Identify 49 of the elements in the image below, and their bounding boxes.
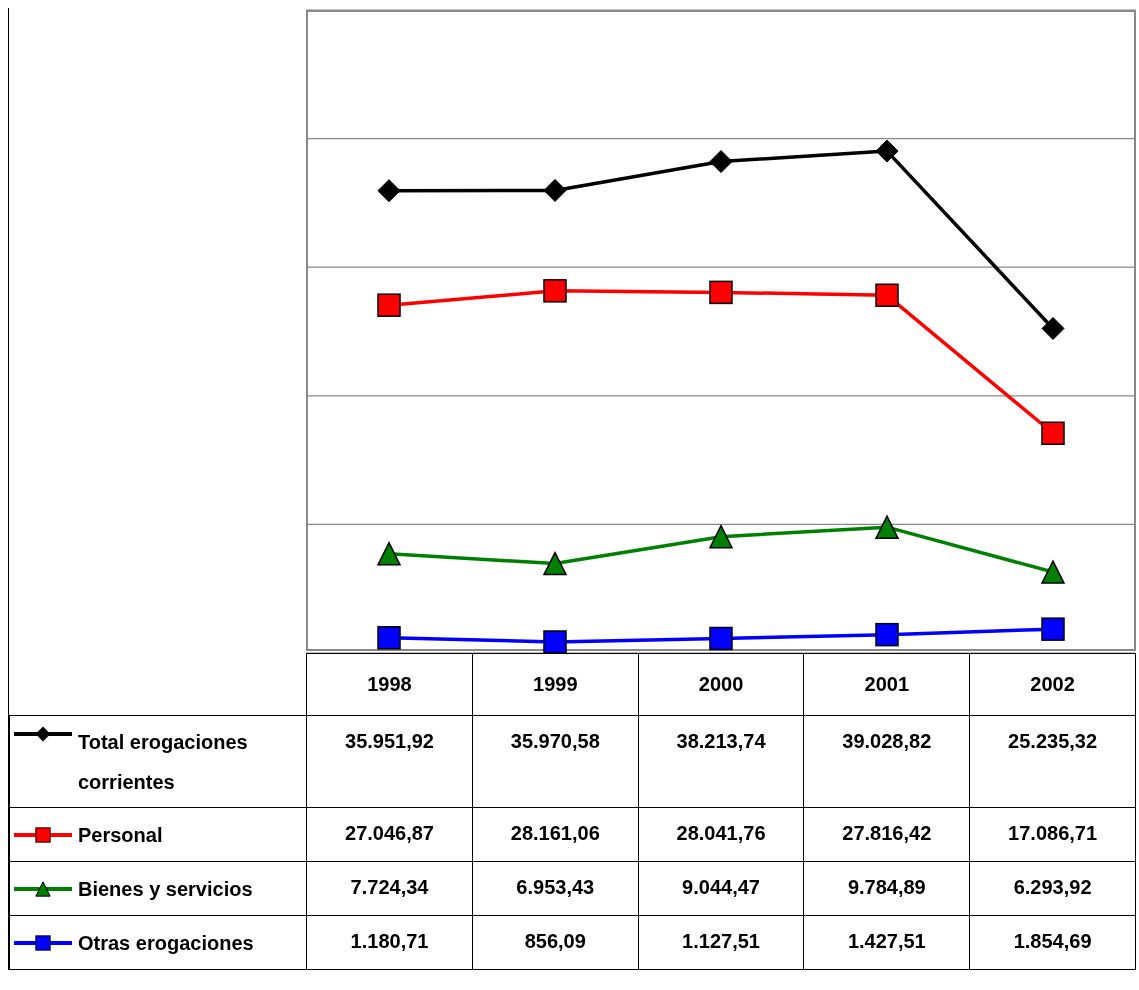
point [709, 524, 733, 549]
point [1041, 560, 1065, 584]
point [709, 280, 733, 305]
point [543, 630, 567, 653]
x-tick-label: 2000 [638, 653, 804, 716]
data-label: 17.086,71 [969, 807, 1136, 862]
point [875, 515, 899, 539]
point [543, 551, 567, 576]
data-label: 27.046,87 [306, 807, 473, 862]
data-label: 1.427,51 [803, 915, 970, 970]
x-tick-label: 2001 [803, 653, 970, 716]
x-tick-label: 1999 [472, 653, 639, 716]
point [377, 293, 401, 317]
x-tick-label: 2002 [969, 653, 1136, 716]
legend-label: Bienes y servicios [78, 876, 253, 902]
legend-label: Total erogaciones corrientes [78, 729, 249, 795]
legend-label: Personal [78, 822, 163, 848]
data-label: 1.854,69 [969, 915, 1136, 970]
data-label: 38.213,74 [638, 715, 804, 808]
data-label: 6.293,92 [969, 861, 1136, 916]
point [543, 178, 567, 202]
legend-label: Otras erogaciones [78, 930, 254, 956]
point [709, 626, 733, 651]
point [1041, 617, 1065, 641]
data-label: 856,09 [472, 915, 639, 970]
point [1041, 316, 1065, 340]
data-label: 35.951,92 [306, 715, 473, 808]
point [543, 279, 567, 303]
data-label: 1.127,51 [638, 915, 804, 970]
data-label: 1.180,71 [306, 915, 473, 970]
point [875, 622, 899, 647]
data-label: 25.235,32 [969, 715, 1136, 808]
data-label: 6.953,43 [472, 861, 639, 916]
data-label: 28.041,76 [638, 807, 804, 862]
point [875, 283, 899, 308]
data-label: 39.028,82 [803, 715, 970, 808]
point [377, 541, 401, 566]
data-label: 9.044,47 [638, 861, 804, 916]
point [1041, 421, 1065, 446]
data-label: 7.724,34 [306, 861, 473, 916]
data-label: 28.161,06 [472, 807, 639, 862]
x-tick-label: 1998 [306, 653, 473, 716]
data-label: 27.816,42 [803, 807, 970, 862]
point [709, 150, 733, 174]
data-label: 35.970,58 [472, 715, 639, 808]
point [875, 139, 899, 163]
point [377, 179, 401, 203]
point [377, 626, 401, 650]
data-label: 9.784,89 [803, 861, 970, 916]
